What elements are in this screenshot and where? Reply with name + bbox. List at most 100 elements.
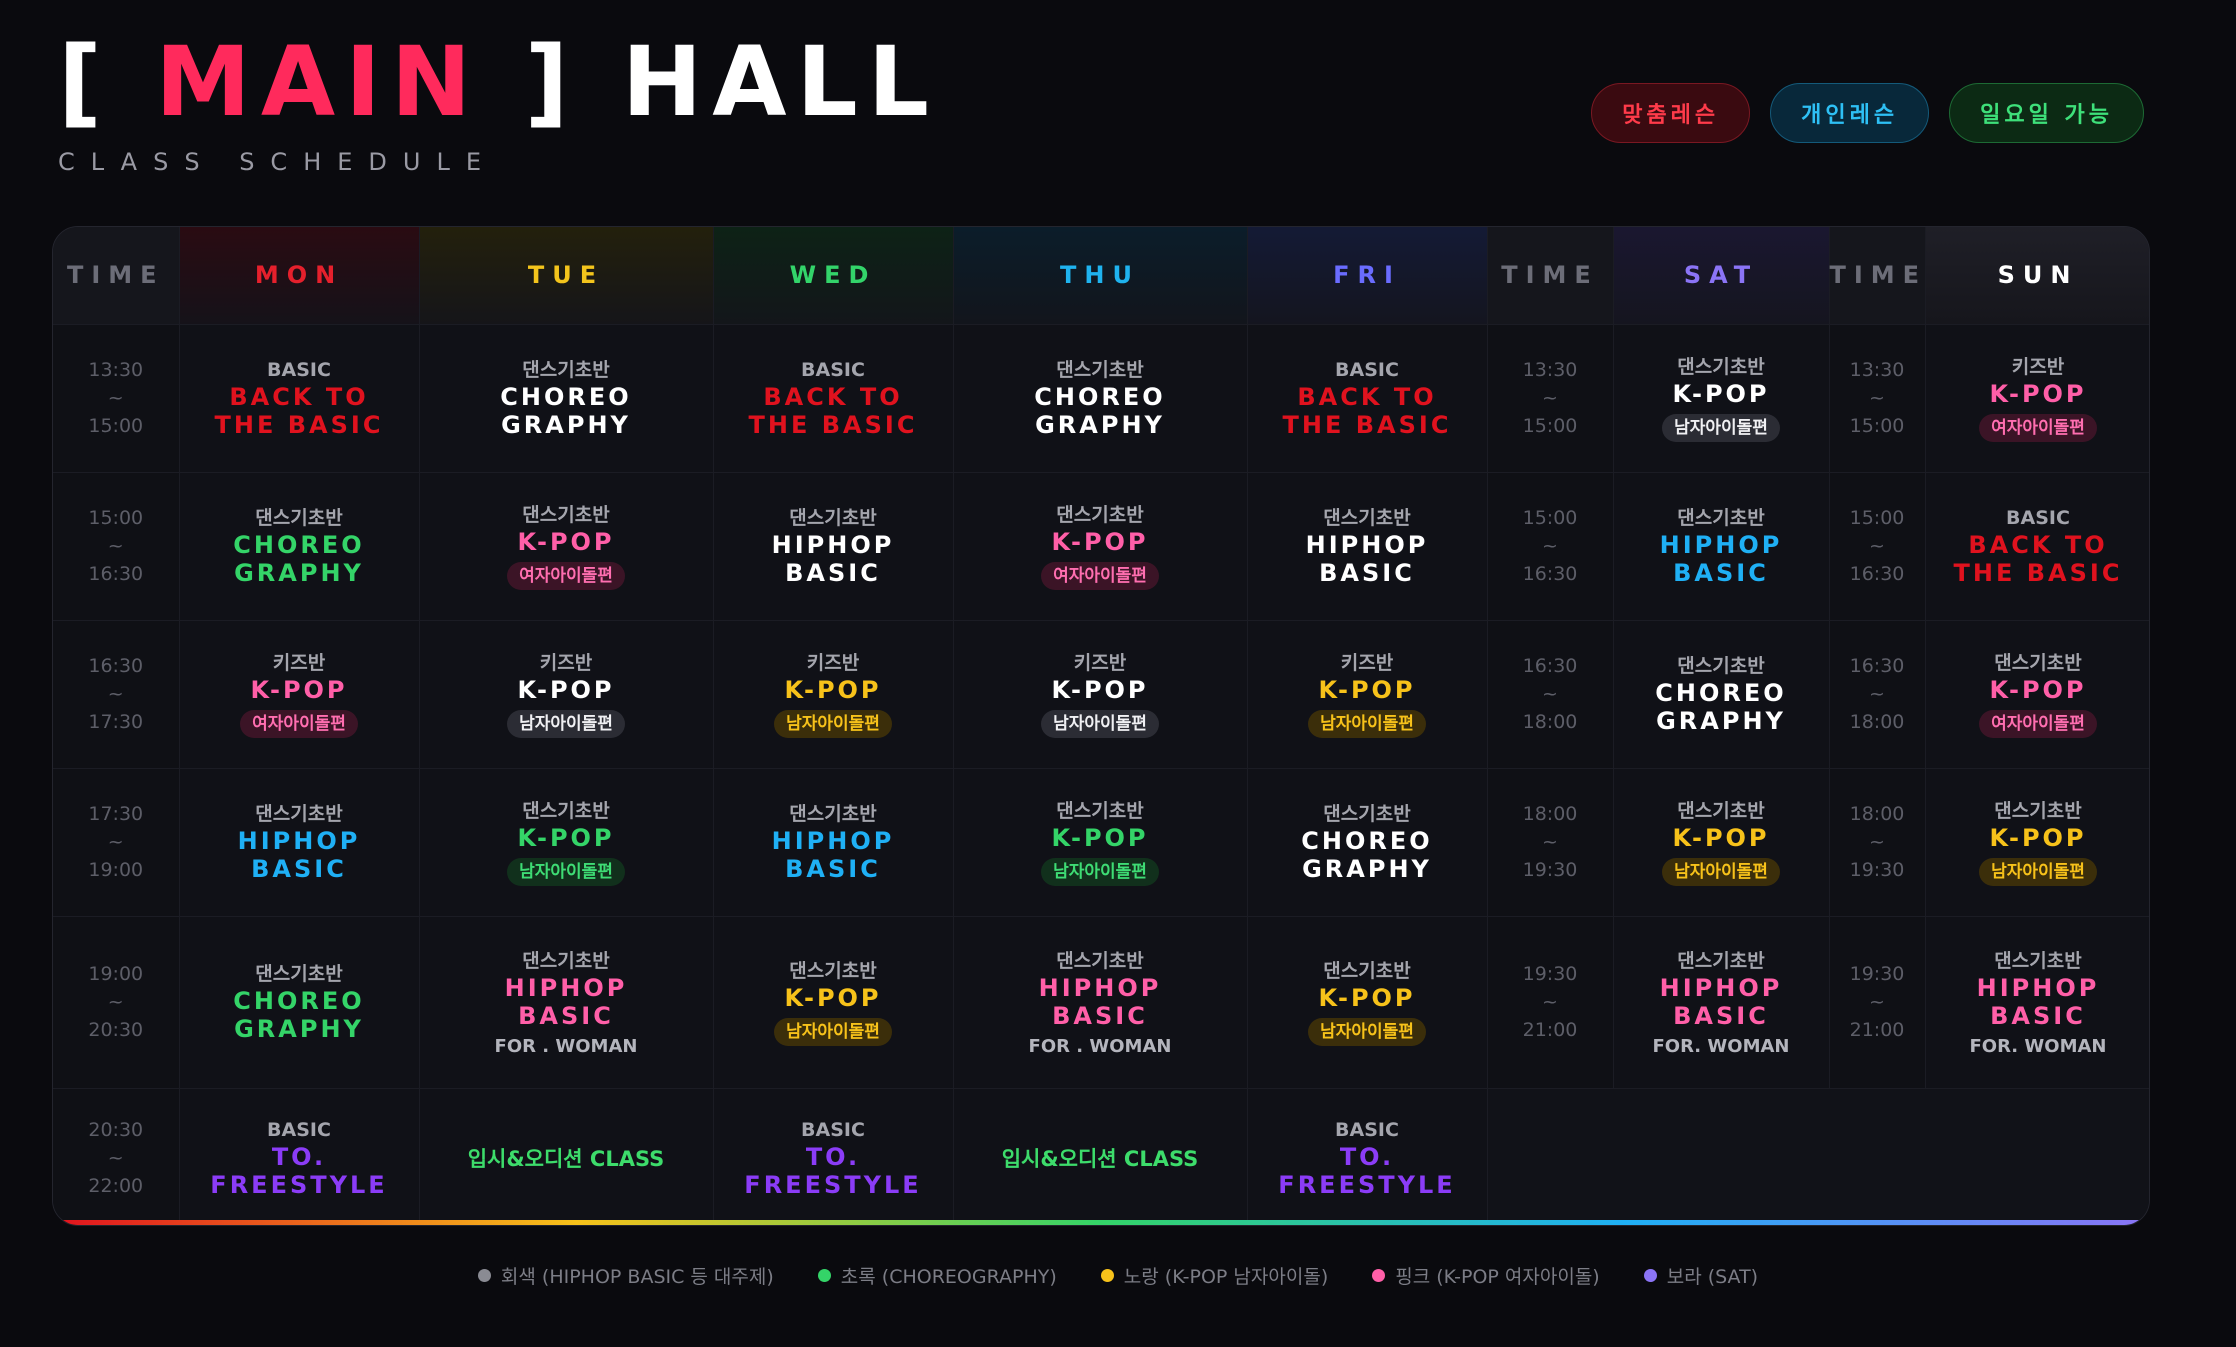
class-cell-wed[interactable]: 키즈반 K-POP 남자아이돌편: [713, 620, 954, 769]
time-line: 15:00: [1522, 507, 1578, 529]
class-cell-fri[interactable]: 댄스기초반 HIPHOP BASIC: [1247, 472, 1488, 621]
class-cell-wed[interactable]: BASIC TO. FREESTYLE: [713, 1088, 954, 1225]
class-category: 댄스기초반: [1056, 949, 1144, 972]
idol-type-badge: 남자아이돌편: [1041, 858, 1159, 886]
class-cell-sun[interactable]: 댄스기초반 K-POP 남자아이돌편: [1925, 768, 2149, 917]
time-slot: 20:30 ~22:00: [53, 1088, 180, 1225]
title-hall: HALL: [621, 26, 939, 138]
class-name: K-POP: [1318, 984, 1416, 1012]
class-cell-thu[interactable]: 댄스기초반 CHOREO GRAPHY: [953, 324, 1248, 473]
header-row: TIME MON TUE WED THU FRI TIME SAT TIME S…: [53, 227, 2149, 325]
class-cell-thu[interactable]: 댄스기초반 K-POP 여자아이돌편: [953, 472, 1248, 621]
class-category: 댄스기초반: [1994, 800, 2082, 822]
class-cell-mon[interactable]: 댄스기초반 CHOREO GRAPHY: [179, 472, 420, 621]
class-cell-fri[interactable]: 키즈반 K-POP 남자아이돌편: [1247, 620, 1488, 769]
time-line: 20:30: [88, 1019, 144, 1041]
class-note: FOR . WOMAN: [1028, 1035, 1172, 1057]
class-note: FOR. WOMAN: [1969, 1035, 2107, 1057]
title-main: MAIN: [155, 26, 482, 138]
idol-type-badge: 남자아이돌편: [774, 710, 892, 738]
time-line: ~: [1542, 831, 1558, 853]
class-name: HIPHOP BASIC: [771, 827, 895, 883]
class-category: BASIC: [1335, 1119, 1399, 1141]
class-name: K-POP: [1989, 824, 2087, 852]
schedule-row: 17:30 ~19:00 댄스기초반 HIPHOP BASIC 댄스기초반 K-POP 남자…: [53, 768, 2149, 917]
schedule-row: 19:00 ~20:30 댄스기초반 CHOREO GRAPHY 댄스기초반 HIPHOP…: [53, 916, 2149, 1089]
class-cell-sat[interactable]: 댄스기초반 HIPHOP BASIC FOR. WOMAN: [1613, 916, 1830, 1089]
page-subtitle: CLASS SCHEDULE: [58, 148, 497, 176]
class-category: BASIC: [267, 1119, 331, 1141]
class-cell-sat[interactable]: 댄스기초반 HIPHOP BASIC: [1613, 472, 1830, 621]
class-cell-fri[interactable]: BASIC TO. FREESTYLE: [1247, 1088, 1488, 1225]
time-line: 16:30: [88, 563, 144, 585]
class-name: BACK TO THE BASIC: [214, 383, 384, 439]
class-cell-tue[interactable]: 댄스기초반 HIPHOP BASIC FOR . WOMAN: [419, 916, 714, 1089]
sun-time-slot: 16:30 ~18:00: [1829, 620, 1926, 769]
class-cell-thu[interactable]: 키즈반 K-POP 남자아이돌편: [953, 620, 1248, 769]
class-category: 키즈반: [1340, 652, 1394, 674]
tag-private-lesson[interactable]: 개인레슨: [1770, 83, 1930, 143]
class-cell-wed[interactable]: 댄스기초반 K-POP 남자아이돌편: [713, 916, 954, 1089]
class-cell-sat[interactable]: 댄스기초반 K-POP 남자아이돌편: [1613, 768, 1830, 917]
class-cell-fri[interactable]: BASIC BACK TO THE BASIC: [1247, 324, 1488, 473]
class-category: 댄스기초반: [1323, 960, 1411, 982]
time-line: ~: [1542, 991, 1558, 1013]
class-cell-thu[interactable]: 입시&오디션 CLASS: [953, 1088, 1248, 1225]
class-cell-sun[interactable]: 댄스기초반 K-POP 여자아이돌편: [1925, 620, 2149, 769]
class-category: 댄스기초반: [789, 960, 877, 982]
class-name: K-POP: [1989, 380, 2087, 408]
class-cell-wed[interactable]: 댄스기초반 HIPHOP BASIC: [713, 768, 954, 917]
class-cell-mon[interactable]: 댄스기초반 CHOREO GRAPHY: [179, 916, 420, 1089]
class-name: HIPHOP BASIC: [504, 973, 628, 1030]
time-line: 16:30: [1849, 563, 1905, 585]
class-cell-sat[interactable]: 댄스기초반 K-POP 남자아이돌편: [1613, 324, 1830, 473]
class-name: HIPHOP BASIC: [1659, 973, 1783, 1030]
day-header-mon: MON: [179, 227, 420, 325]
class-name: HIPHOP BASIC: [1305, 531, 1429, 587]
class-category: 댄스기초반: [255, 963, 343, 985]
class-cell-sun[interactable]: 키즈반 K-POP 여자아이돌편: [1925, 324, 2149, 473]
class-name: TO. FREESTYLE: [1278, 1143, 1456, 1199]
class-cell-mon[interactable]: BASIC BACK TO THE BASIC: [179, 324, 420, 473]
class-name: K-POP: [250, 676, 348, 704]
class-cell-sat[interactable]: 댄스기초반 CHOREO GRAPHY: [1613, 620, 1830, 769]
idol-type-badge: 남자아이돌편: [1308, 1018, 1426, 1046]
class-cell-thu[interactable]: 댄스기초반 HIPHOP BASIC FOR . WOMAN: [953, 916, 1248, 1089]
idol-type-badge: 여자아이돌편: [1979, 414, 2097, 442]
class-cell-fri[interactable]: 댄스기초반 CHOREO GRAPHY: [1247, 768, 1488, 917]
time-line: ~: [1869, 683, 1885, 705]
class-category: BASIC: [801, 1119, 865, 1141]
time-slot: 13:30 ~15:00: [53, 324, 180, 473]
time-line: 16:30: [1522, 655, 1578, 677]
class-cell-thu[interactable]: 댄스기초반 K-POP 남자아이돌편: [953, 768, 1248, 917]
class-cell-wed[interactable]: BASIC BACK TO THE BASIC: [713, 324, 954, 473]
idol-type-badge: 남자아이돌편: [1308, 710, 1426, 738]
class-name: CHOREO GRAPHY: [1655, 679, 1787, 735]
time-slot: 19:00 ~20:30: [53, 916, 180, 1089]
class-category: 댄스기초반: [1677, 949, 1765, 972]
class-cell-tue[interactable]: 댄스기초반 CHOREO GRAPHY: [419, 324, 714, 473]
class-cell-wed[interactable]: 댄스기초반 HIPHOP BASIC: [713, 472, 954, 621]
class-cell-sun[interactable]: BASIC BACK TO THE BASIC: [1925, 472, 2149, 621]
class-cell-mon[interactable]: 키즈반 K-POP 여자아이돌편: [179, 620, 420, 769]
class-cell-fri[interactable]: 댄스기초반 K-POP 남자아이돌편: [1247, 916, 1488, 1089]
tag-sunday-available[interactable]: 일요일 가능: [1949, 83, 2144, 143]
class-name: BACK TO THE BASIC: [1282, 383, 1452, 439]
tag-custom-lesson[interactable]: 맞춤레슨: [1591, 83, 1751, 143]
class-cell-tue[interactable]: 입시&오디션 CLASS: [419, 1088, 714, 1225]
class-cell-mon[interactable]: 댄스기초반 HIPHOP BASIC: [179, 768, 420, 917]
class-cell-tue[interactable]: 댄스기초반 K-POP 남자아이돌편: [419, 768, 714, 917]
legend-item: 초록 (CHOREOGRAPHY): [817, 1262, 1057, 1289]
class-cell-mon[interactable]: BASIC TO. FREESTYLE: [179, 1088, 420, 1225]
class-cell-sun[interactable]: 댄스기초반 HIPHOP BASIC FOR. WOMAN: [1925, 916, 2149, 1089]
time-line: 18:00: [1849, 803, 1905, 825]
class-category: 댄스기초반: [1056, 800, 1144, 822]
class-cell-tue[interactable]: 댄스기초반 K-POP 여자아이돌편: [419, 472, 714, 621]
legend-item: 노랑 (K-POP 남자아이돌): [1100, 1262, 1328, 1289]
time-line: 19:30: [1522, 859, 1578, 881]
class-category: 키즈반: [272, 652, 326, 674]
page-title: [ MAIN ] HALL: [58, 34, 939, 130]
class-name: TO. FREESTYLE: [210, 1143, 388, 1199]
class-cell-tue[interactable]: 키즈반 K-POP 남자아이돌편: [419, 620, 714, 769]
time-slot: 15:00 ~16:30: [53, 472, 180, 621]
